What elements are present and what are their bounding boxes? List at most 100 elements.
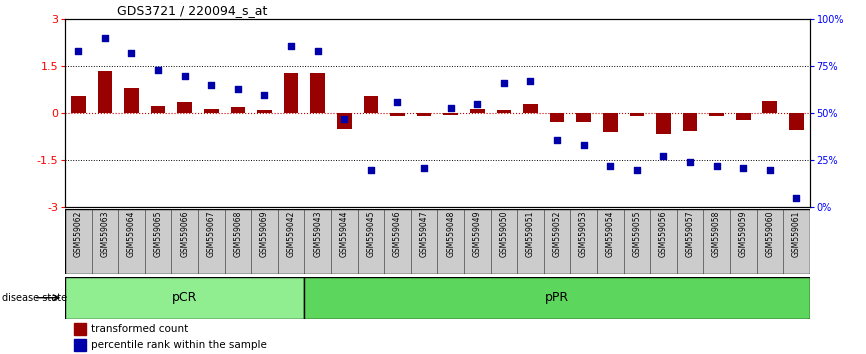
Bar bbox=[544, 209, 571, 274]
Bar bbox=[682, 113, 697, 131]
Text: GSM559067: GSM559067 bbox=[207, 211, 216, 257]
Text: GSM559063: GSM559063 bbox=[100, 211, 109, 257]
Bar bbox=[496, 110, 511, 113]
Bar bbox=[304, 209, 331, 274]
Bar bbox=[417, 113, 431, 116]
Bar bbox=[464, 209, 490, 274]
Point bbox=[656, 154, 670, 159]
Text: GSM559045: GSM559045 bbox=[366, 211, 375, 257]
Point bbox=[364, 167, 378, 172]
Bar bbox=[410, 209, 437, 274]
Bar bbox=[284, 73, 299, 113]
Bar bbox=[124, 88, 139, 113]
Bar bbox=[204, 109, 218, 113]
Text: GSM559052: GSM559052 bbox=[553, 211, 561, 257]
Point bbox=[736, 165, 750, 171]
Bar bbox=[656, 113, 671, 133]
Bar bbox=[783, 209, 810, 274]
Text: GSM559053: GSM559053 bbox=[579, 211, 588, 257]
Text: transformed count: transformed count bbox=[91, 324, 189, 334]
Bar bbox=[331, 209, 358, 274]
Text: GSM559066: GSM559066 bbox=[180, 211, 189, 257]
Point bbox=[709, 163, 723, 169]
Point bbox=[523, 79, 537, 84]
Bar bbox=[757, 209, 783, 274]
Point bbox=[311, 48, 325, 54]
Text: percentile rank within the sample: percentile rank within the sample bbox=[91, 339, 267, 350]
Bar bbox=[390, 113, 404, 116]
Text: GSM559042: GSM559042 bbox=[287, 211, 295, 257]
Bar bbox=[224, 209, 251, 274]
Text: GDS3721 / 220094_s_at: GDS3721 / 220094_s_at bbox=[117, 4, 268, 17]
Bar bbox=[490, 209, 517, 274]
Bar bbox=[178, 102, 192, 113]
Point bbox=[604, 163, 617, 169]
Bar bbox=[709, 113, 724, 116]
Bar bbox=[624, 209, 650, 274]
Bar bbox=[230, 107, 245, 113]
Bar bbox=[789, 113, 804, 131]
Text: GSM559047: GSM559047 bbox=[419, 211, 429, 257]
Bar bbox=[603, 113, 617, 132]
Bar bbox=[310, 73, 325, 113]
Point bbox=[98, 35, 112, 41]
Bar bbox=[278, 209, 304, 274]
Text: GSM559055: GSM559055 bbox=[632, 211, 642, 257]
Bar bbox=[443, 113, 458, 115]
Text: GSM559058: GSM559058 bbox=[712, 211, 721, 257]
Bar bbox=[358, 209, 385, 274]
Bar bbox=[550, 113, 565, 122]
Text: GSM559048: GSM559048 bbox=[446, 211, 456, 257]
Bar bbox=[736, 113, 751, 120]
Bar bbox=[470, 109, 485, 113]
Bar bbox=[65, 209, 92, 274]
Text: GSM559060: GSM559060 bbox=[766, 211, 774, 257]
Point bbox=[763, 167, 777, 172]
Bar bbox=[730, 209, 757, 274]
Bar bbox=[98, 71, 113, 113]
Text: GSM559057: GSM559057 bbox=[686, 211, 695, 257]
Bar bbox=[364, 96, 378, 113]
Point bbox=[683, 159, 697, 165]
Text: disease state: disease state bbox=[2, 293, 67, 303]
Text: GSM559062: GSM559062 bbox=[74, 211, 83, 257]
Point bbox=[443, 105, 457, 110]
Bar bbox=[517, 209, 544, 274]
Text: GSM559059: GSM559059 bbox=[739, 211, 747, 257]
Bar bbox=[257, 110, 272, 113]
Text: GSM559049: GSM559049 bbox=[473, 211, 481, 257]
Bar bbox=[304, 277, 810, 319]
Point bbox=[790, 195, 804, 200]
Text: GSM559065: GSM559065 bbox=[153, 211, 163, 257]
Text: pCR: pCR bbox=[172, 291, 197, 304]
Bar bbox=[597, 209, 624, 274]
Bar bbox=[151, 107, 165, 113]
Text: GSM559044: GSM559044 bbox=[339, 211, 349, 257]
Bar bbox=[337, 113, 352, 129]
Point bbox=[204, 82, 218, 88]
Bar bbox=[385, 209, 410, 274]
Text: GSM559061: GSM559061 bbox=[792, 211, 801, 257]
Point bbox=[550, 137, 564, 142]
Bar bbox=[71, 96, 86, 113]
Bar bbox=[251, 209, 278, 274]
Text: pPR: pPR bbox=[545, 291, 569, 304]
Bar bbox=[762, 101, 777, 113]
Bar bbox=[92, 209, 118, 274]
Text: GSM559068: GSM559068 bbox=[233, 211, 242, 257]
Text: GSM559050: GSM559050 bbox=[500, 211, 508, 257]
Bar bbox=[74, 322, 86, 335]
Text: GSM559069: GSM559069 bbox=[260, 211, 269, 257]
Bar bbox=[437, 209, 464, 274]
Bar bbox=[523, 104, 538, 113]
Point bbox=[497, 80, 511, 86]
Point bbox=[178, 73, 191, 79]
Bar bbox=[145, 209, 171, 274]
Bar bbox=[118, 209, 145, 274]
Text: GSM559054: GSM559054 bbox=[605, 211, 615, 257]
Text: GSM559046: GSM559046 bbox=[393, 211, 402, 257]
Point bbox=[125, 50, 139, 56]
Point bbox=[470, 101, 484, 107]
Bar bbox=[650, 209, 676, 274]
Bar bbox=[571, 209, 597, 274]
